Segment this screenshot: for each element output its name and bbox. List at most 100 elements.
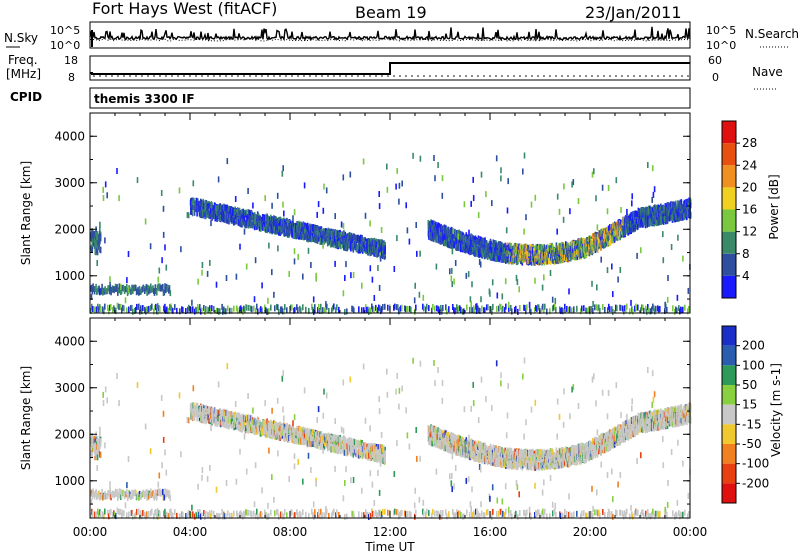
power-echo-mark xyxy=(341,242,344,249)
power-echo-mark xyxy=(138,289,140,296)
nave-dot xyxy=(327,75,329,77)
nave-dot xyxy=(357,75,359,77)
power-echo-mark xyxy=(248,210,251,217)
nave-dot xyxy=(159,75,161,77)
nave-dot xyxy=(579,75,581,77)
nave-dot xyxy=(99,75,101,77)
power-echo-mark xyxy=(217,205,220,212)
power-echo-mark xyxy=(193,197,195,204)
nave-dot xyxy=(465,75,467,77)
power-echo-mark xyxy=(434,229,437,236)
power-echo-mark xyxy=(637,304,639,311)
power-echo-mark xyxy=(612,308,614,315)
power-echo-mark xyxy=(407,305,409,312)
nave-dot xyxy=(339,75,341,77)
power-echo-mark xyxy=(382,304,384,310)
power-echo-mark xyxy=(332,231,335,238)
power-echo-mark xyxy=(116,284,118,291)
power-echo-mark xyxy=(320,237,322,244)
power-echo-mark xyxy=(543,259,546,266)
cpid-panel: CPID themis 3300 IF xyxy=(10,87,691,109)
power-echo-mark xyxy=(123,305,125,312)
power-echo-mark xyxy=(91,288,94,295)
power-echo-mark xyxy=(594,304,596,311)
power-echo-mark xyxy=(338,306,340,313)
freq-trace xyxy=(90,62,690,75)
power-echo-mark xyxy=(496,305,498,312)
power-echo-mark xyxy=(104,303,106,310)
power-echo-mark xyxy=(333,303,335,310)
power-echo-mark xyxy=(108,288,111,295)
power-echo-mark xyxy=(460,236,462,243)
power-echo-mark xyxy=(226,209,229,215)
power-echo-mark xyxy=(554,248,556,255)
power-echo-mark xyxy=(540,244,542,250)
nave-dot xyxy=(411,75,413,77)
nave-dot xyxy=(543,75,545,77)
power-echo-mark xyxy=(528,249,531,256)
power-echo-mark xyxy=(477,249,479,256)
nave-dot xyxy=(117,75,119,77)
power-echo-mark xyxy=(502,243,504,250)
power-echo-mark xyxy=(110,303,112,310)
power-echo-mark xyxy=(196,198,199,205)
power-echo-mark xyxy=(601,242,604,249)
power-echo-mark xyxy=(458,241,460,248)
power-echo-mark xyxy=(485,251,487,258)
power-echo-mark xyxy=(223,216,226,223)
power-echo-mark xyxy=(684,304,686,311)
power-echo-mark xyxy=(302,304,304,311)
power-echo-mark xyxy=(537,253,540,260)
power-echo-mark xyxy=(279,230,281,236)
nave-dot xyxy=(345,75,347,77)
power-echo-mark xyxy=(335,230,337,237)
nave-dot xyxy=(459,75,461,77)
power-echo-mark xyxy=(439,229,441,236)
nave-dot xyxy=(147,75,149,77)
power-echo-mark xyxy=(168,285,171,292)
power-echo-mark xyxy=(165,287,167,294)
nave-dot xyxy=(675,75,677,77)
nave-dot xyxy=(405,75,407,77)
power-echo-mark xyxy=(333,238,336,245)
power-echo-mark xyxy=(226,204,228,211)
nave-dot xyxy=(273,75,275,77)
power-echo-mark xyxy=(315,226,317,233)
power-echo-mark xyxy=(506,256,509,263)
power-echo-mark xyxy=(191,204,194,211)
power-echo-mark xyxy=(276,228,279,235)
nave-dot xyxy=(501,75,503,77)
power-echo-mark xyxy=(344,232,346,239)
nave-dot xyxy=(435,75,437,77)
power-echo-mark xyxy=(532,250,534,256)
noise-right-tick-top: 10^5 xyxy=(706,24,736,37)
nave-dot xyxy=(93,75,95,77)
nave-dot xyxy=(219,75,221,77)
power-echo-mark xyxy=(191,200,193,207)
power-echo-mark xyxy=(526,304,528,311)
power-echo-mark xyxy=(210,207,212,214)
power-echo-mark xyxy=(498,255,501,262)
power-echo-mark xyxy=(334,242,336,249)
power-echo-mark xyxy=(672,305,674,312)
power-echo-mark xyxy=(163,289,166,296)
power-echo-mark xyxy=(205,306,207,312)
nave-dot xyxy=(489,75,491,77)
power-echo-mark xyxy=(444,240,447,247)
nave-dot xyxy=(309,75,311,77)
power-echo-mark xyxy=(546,308,548,315)
power-echo-mark xyxy=(343,244,346,251)
power-echo-mark xyxy=(435,224,438,231)
power-echo-mark xyxy=(503,243,505,250)
power-echo-mark xyxy=(571,250,573,257)
power-echo-mark xyxy=(215,205,218,212)
nave-dot xyxy=(363,75,365,77)
power-echo-mark xyxy=(257,308,259,315)
power-echo-mark xyxy=(98,285,100,292)
nave-dot xyxy=(195,75,197,77)
power-echo-mark xyxy=(492,303,494,310)
power-echo-mark xyxy=(101,283,103,290)
power-echo-mark xyxy=(576,254,579,260)
power-echo-mark xyxy=(331,240,333,247)
power-echo-mark xyxy=(621,219,624,226)
